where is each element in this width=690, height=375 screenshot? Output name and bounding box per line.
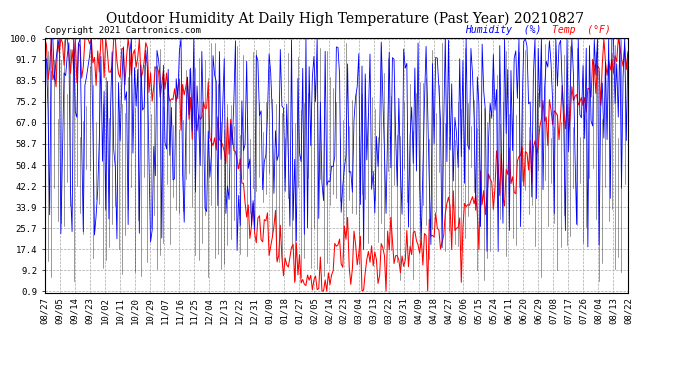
- Text: Temp  (°F): Temp (°F): [552, 25, 611, 35]
- Text: Copyright 2021 Cartronics.com: Copyright 2021 Cartronics.com: [45, 26, 201, 35]
- Text: Humidity  (%): Humidity (%): [464, 25, 541, 35]
- Text: Outdoor Humidity At Daily High Temperature (Past Year) 20210827: Outdoor Humidity At Daily High Temperatu…: [106, 11, 584, 26]
